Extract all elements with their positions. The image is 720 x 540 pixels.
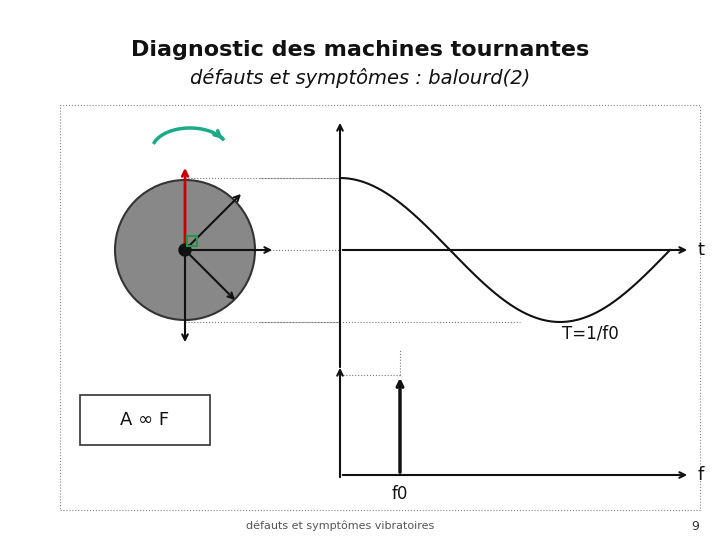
Text: f: f: [698, 466, 704, 484]
Bar: [187, 236, 197, 246]
Text: f0: f0: [392, 485, 408, 503]
Text: défauts et symptômes : balourd(2): défauts et symptômes : balourd(2): [190, 68, 530, 88]
Text: 9: 9: [691, 519, 699, 532]
Circle shape: [115, 180, 255, 320]
Bar: [60, 105, 700, 510]
Bar: [80, 395, 210, 445]
Text: défauts et symptômes vibratoires: défauts et symptômes vibratoires: [246, 521, 434, 531]
Circle shape: [179, 244, 191, 256]
Text: Diagnostic des machines tournantes: Diagnostic des machines tournantes: [131, 40, 589, 60]
Text: T=1/f0: T=1/f0: [562, 324, 618, 342]
Text: t: t: [698, 241, 705, 259]
Text: A ∞ F: A ∞ F: [120, 411, 170, 429]
